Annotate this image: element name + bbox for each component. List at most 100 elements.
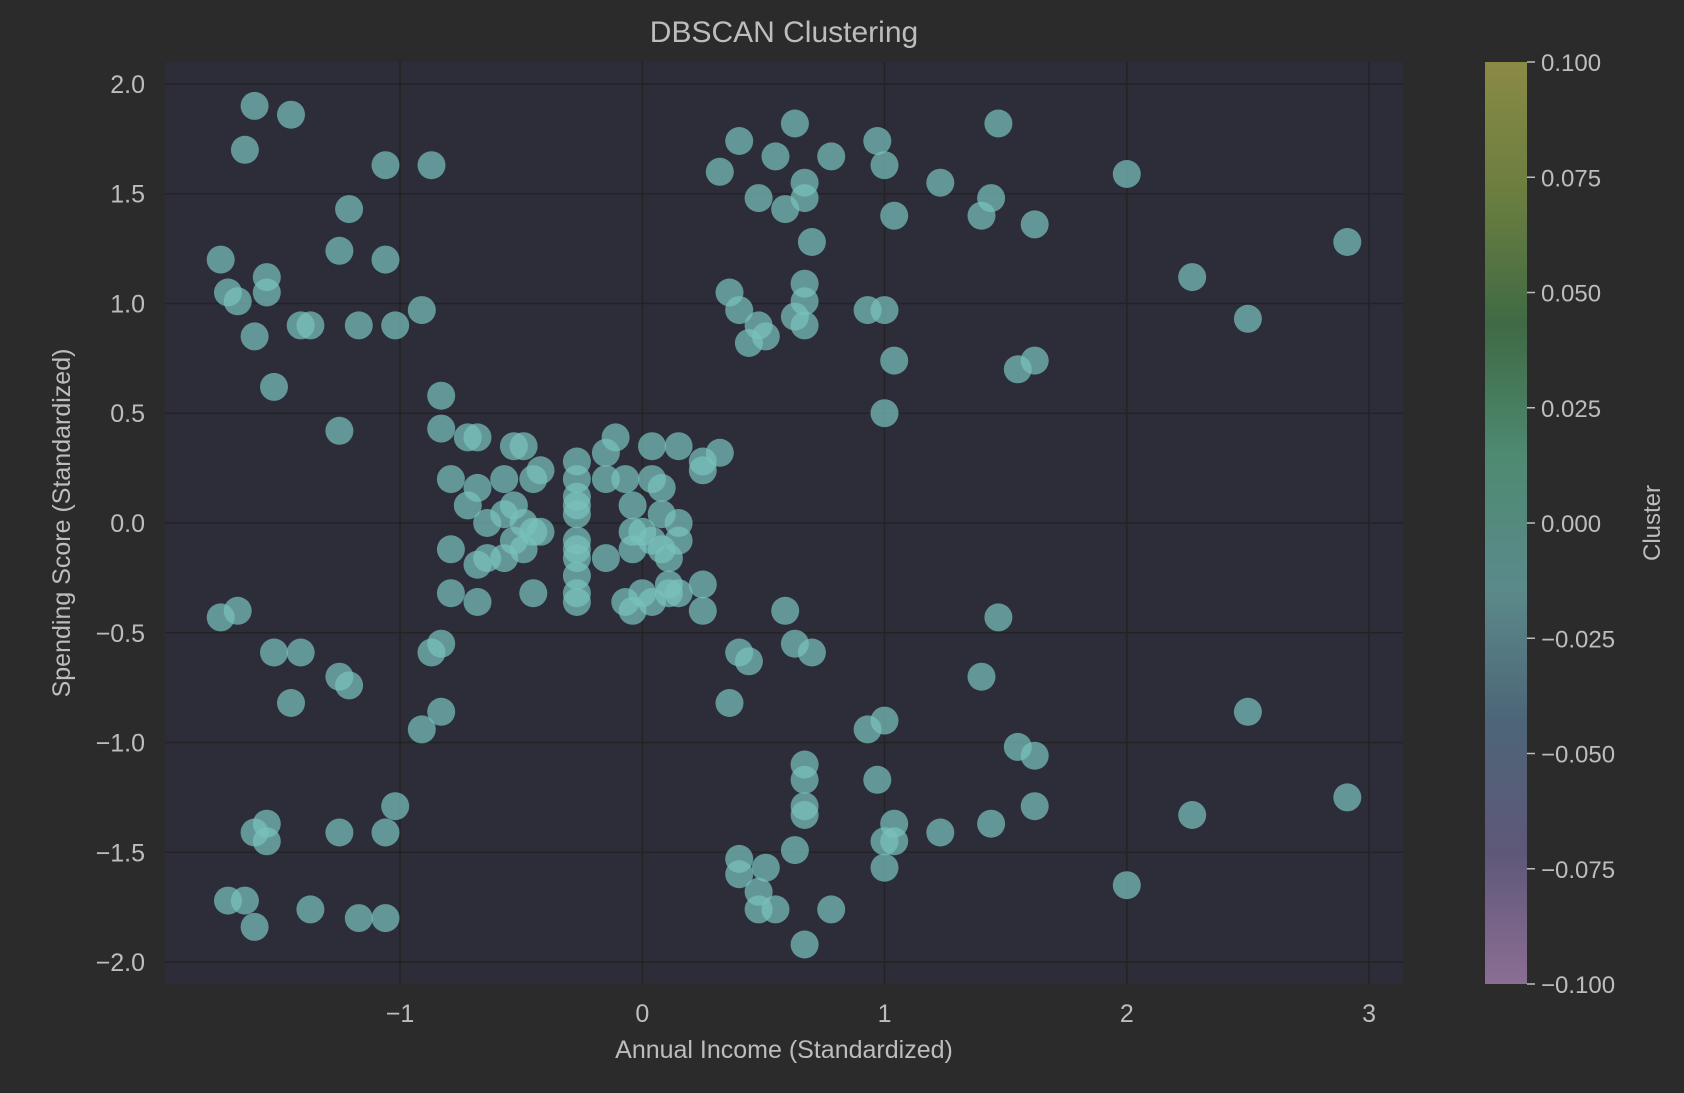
data-point: [771, 596, 800, 625]
data-point: [1112, 160, 1141, 188]
data-point: [240, 91, 269, 120]
data-point: [1020, 741, 1049, 770]
data-point: [744, 184, 773, 213]
y-tick-label: −1.0: [96, 730, 145, 758]
data-point: [984, 603, 1013, 632]
x-tick-label: 1: [878, 1000, 892, 1028]
colorbar-tick-label: 0.000: [1541, 511, 1601, 538]
data-point: [381, 311, 410, 340]
data-point: [790, 311, 819, 340]
scatter-points: [206, 91, 1362, 959]
data-point: [1020, 346, 1049, 375]
grid-lines: [165, 62, 1403, 984]
data-point: [463, 588, 492, 616]
data-point: [344, 904, 373, 933]
data-point: [371, 151, 400, 180]
data-point: [206, 245, 235, 274]
data-point: [371, 818, 400, 847]
data-point: [427, 697, 456, 726]
x-tick-label: 0: [635, 1000, 649, 1028]
data-point: [761, 895, 790, 924]
y-tick-label: 2.0: [110, 71, 145, 99]
data-point: [371, 245, 400, 274]
data-point: [344, 311, 373, 340]
colorbar-label: Cluster: [1639, 485, 1666, 561]
data-point: [664, 432, 693, 461]
data-point: [325, 236, 354, 265]
data-point: [223, 287, 252, 316]
chart-title: DBSCAN Clustering: [650, 16, 918, 49]
data-point: [240, 322, 269, 351]
data-point: [761, 142, 790, 171]
data-point: [1112, 871, 1141, 900]
data-point: [977, 809, 1006, 838]
data-point: [1178, 263, 1207, 292]
colorbar-tick-label: 0.050: [1541, 281, 1601, 308]
y-tick-label: 1.0: [110, 290, 145, 318]
data-point: [335, 195, 364, 224]
data-point: [562, 588, 591, 616]
data-point: [252, 278, 281, 307]
data-point: [926, 168, 955, 197]
data-point: [688, 456, 717, 485]
data-point: [453, 491, 482, 520]
data-point: [790, 269, 819, 298]
data-point: [499, 526, 528, 555]
data-point: [519, 579, 548, 608]
data-point: [591, 544, 620, 573]
data-point: [509, 432, 538, 461]
data-point: [688, 570, 717, 599]
data-point: [725, 860, 754, 889]
data-point: [880, 827, 909, 856]
colorbar-tick-label: 0.025: [1541, 396, 1601, 423]
data-point: [870, 296, 899, 325]
data-point: [705, 438, 734, 467]
colorbar-tick-label: −0.075: [1541, 857, 1615, 884]
data-point: [715, 689, 744, 717]
data-point: [277, 689, 305, 717]
data-point: [863, 127, 892, 155]
data-point: [817, 895, 846, 924]
data-point: [618, 535, 647, 564]
data-point: [436, 535, 465, 564]
data-point: [967, 662, 996, 691]
data-point: [618, 491, 647, 520]
data-point: [601, 423, 630, 452]
data-point: [817, 142, 846, 171]
data-point: [407, 296, 436, 325]
data-point: [260, 372, 288, 401]
data-point: [296, 895, 325, 924]
colorbar-tick-label: 0.075: [1541, 165, 1601, 192]
y-tick-label: 0.5: [110, 400, 145, 428]
data-point: [688, 596, 717, 625]
data-point: [417, 151, 446, 180]
data-point: [371, 904, 400, 933]
data-point: [638, 432, 666, 461]
y-tick-label: −1.5: [96, 839, 145, 867]
data-point: [1178, 801, 1207, 829]
x-axis-ticks: −1 0 1 2 3: [386, 1000, 1376, 1028]
data-point: [1020, 792, 1049, 821]
y-tick-label: −2.0: [96, 949, 145, 977]
data-point: [870, 706, 899, 735]
data-point: [790, 184, 819, 213]
x-tick-label: −1: [386, 1000, 415, 1028]
data-point: [797, 638, 826, 667]
data-point: [260, 638, 288, 667]
x-tick-label: 3: [1362, 1000, 1376, 1028]
data-point: [790, 765, 819, 794]
data-point: [591, 465, 620, 494]
data-point: [734, 647, 763, 676]
data-point: [725, 127, 754, 155]
data-point: [223, 596, 252, 625]
data-point: [252, 827, 281, 856]
y-axis-ticks: 2.0 1.5 1.0 0.5 0.0 −0.5 −1.0 −1.5 −2.0: [96, 71, 145, 977]
x-axis-label: Annual Income (Standardized): [615, 1036, 953, 1064]
data-point: [790, 801, 819, 829]
colorbar-tick-label: 0.100: [1541, 50, 1601, 77]
data-point: [797, 228, 826, 256]
data-point: [427, 381, 456, 410]
data-point: [463, 423, 492, 452]
